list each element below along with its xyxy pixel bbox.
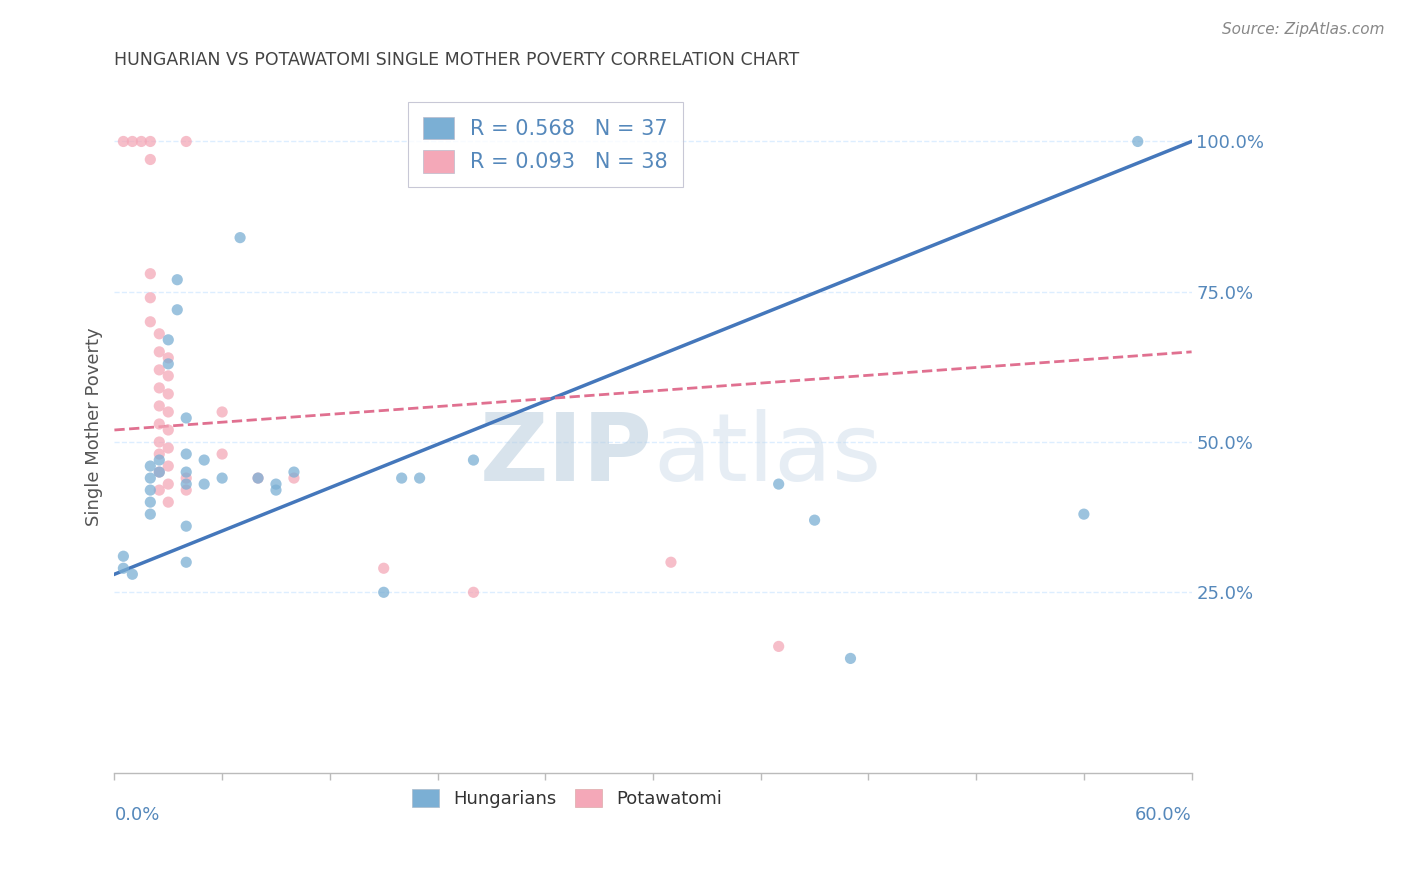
Point xyxy=(174,471,197,485)
Point xyxy=(408,471,430,485)
Point xyxy=(139,507,162,521)
Legend: Hungarians, Potawatomi: Hungarians, Potawatomi xyxy=(405,781,730,815)
Text: Source: ZipAtlas.com: Source: ZipAtlas.com xyxy=(1222,22,1385,37)
Point xyxy=(139,135,162,149)
Point xyxy=(211,405,233,419)
Point xyxy=(174,519,197,533)
Point xyxy=(174,411,197,425)
Point xyxy=(768,640,790,654)
Point xyxy=(148,363,170,377)
Point xyxy=(148,399,170,413)
Point xyxy=(659,555,682,569)
Point xyxy=(148,465,170,479)
Text: ZIP: ZIP xyxy=(479,409,652,500)
Point xyxy=(193,477,215,491)
Point xyxy=(391,471,413,485)
Point xyxy=(211,471,233,485)
Point xyxy=(112,549,135,564)
Point xyxy=(463,585,485,599)
Point xyxy=(166,302,188,317)
Y-axis label: Single Mother Poverty: Single Mother Poverty xyxy=(86,327,103,526)
Point xyxy=(139,471,162,485)
Point xyxy=(139,267,162,281)
Point xyxy=(283,465,305,479)
Point xyxy=(139,483,162,497)
Text: atlas: atlas xyxy=(652,409,882,500)
Point xyxy=(148,465,170,479)
Point xyxy=(121,135,143,149)
Point xyxy=(1073,507,1095,521)
Point xyxy=(174,555,197,569)
Point xyxy=(157,441,180,455)
Point xyxy=(463,453,485,467)
Point xyxy=(373,561,395,575)
Point xyxy=(157,333,180,347)
Point xyxy=(131,135,153,149)
Point xyxy=(211,447,233,461)
Point xyxy=(803,513,825,527)
Text: 60.0%: 60.0% xyxy=(1135,805,1192,823)
Point xyxy=(157,357,180,371)
Point xyxy=(247,471,270,485)
Point xyxy=(148,483,170,497)
Point xyxy=(157,495,180,509)
Point xyxy=(139,315,162,329)
Point xyxy=(264,483,287,497)
Point xyxy=(157,458,180,473)
Point xyxy=(157,423,180,437)
Point xyxy=(247,471,270,485)
Point xyxy=(174,135,197,149)
Point xyxy=(148,326,170,341)
Point xyxy=(839,651,862,665)
Point xyxy=(1126,135,1149,149)
Point xyxy=(148,435,170,450)
Point xyxy=(148,344,170,359)
Point xyxy=(112,561,135,575)
Point xyxy=(373,585,395,599)
Point xyxy=(148,417,170,431)
Point xyxy=(174,447,197,461)
Point xyxy=(157,368,180,383)
Point xyxy=(121,567,143,582)
Point xyxy=(768,477,790,491)
Text: HUNGARIAN VS POTAWATOMI SINGLE MOTHER POVERTY CORRELATION CHART: HUNGARIAN VS POTAWATOMI SINGLE MOTHER PO… xyxy=(114,51,800,69)
Point xyxy=(157,477,180,491)
Text: 0.0%: 0.0% xyxy=(114,805,160,823)
Point xyxy=(139,153,162,167)
Point xyxy=(229,230,252,244)
Point xyxy=(157,387,180,401)
Point xyxy=(139,458,162,473)
Point xyxy=(148,453,170,467)
Point xyxy=(166,273,188,287)
Point xyxy=(193,453,215,467)
Point xyxy=(264,477,287,491)
Point xyxy=(139,495,162,509)
Point xyxy=(174,477,197,491)
Point xyxy=(157,405,180,419)
Point xyxy=(174,483,197,497)
Point xyxy=(174,465,197,479)
Point xyxy=(283,471,305,485)
Point xyxy=(139,291,162,305)
Point xyxy=(148,447,170,461)
Point xyxy=(157,351,180,365)
Point xyxy=(112,135,135,149)
Point xyxy=(148,381,170,395)
